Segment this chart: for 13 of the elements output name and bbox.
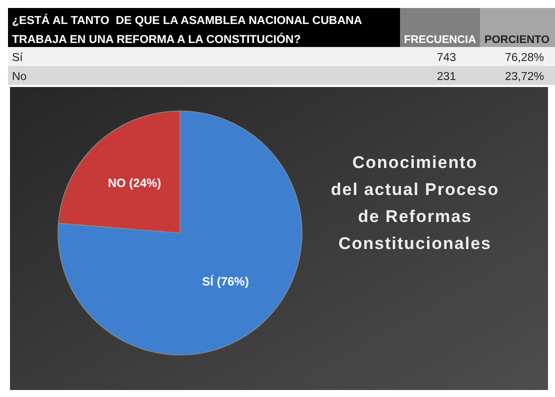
text: FRECUENCIA: [404, 34, 476, 46]
data-label: NO (24%): [108, 176, 162, 190]
pie-slice: [58, 110, 302, 356]
text: 743: [436, 52, 456, 64]
text: No: [12, 71, 27, 83]
data-label: SÍ (76%): [202, 274, 249, 288]
text: PORCIENTO: [484, 34, 550, 46]
text: 23,72%: [504, 71, 544, 83]
chart-subtitle: ¿ESTÁ AL TANTO DE QUE LA ASAMBLEA NACIONAL CUBANA TRABAJA EN UNA REFORMA A LA CONSTITUCIÓN?: [12, 13, 362, 46]
text: 76,28%: [504, 52, 544, 64]
text: 231: [436, 71, 456, 83]
text: Conocimiento del actual Proceso de Reformas Constitucionales: [330, 153, 500, 253]
text: Sí: [12, 52, 24, 64]
